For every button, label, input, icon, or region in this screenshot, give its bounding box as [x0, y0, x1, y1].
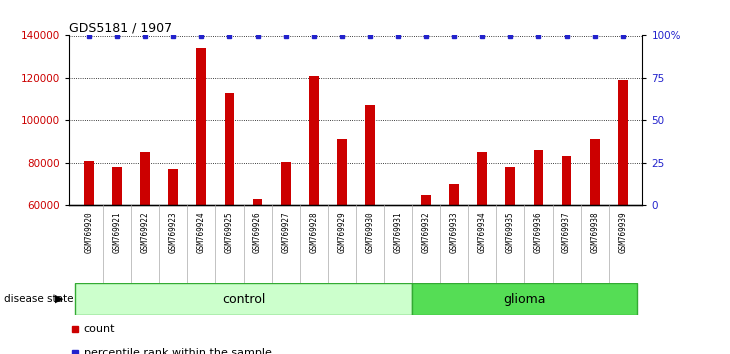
Text: GSM769939: GSM769939 — [618, 212, 627, 253]
Text: disease state: disease state — [4, 294, 73, 304]
Text: GSM769920: GSM769920 — [85, 212, 93, 253]
Text: GSM769932: GSM769932 — [422, 212, 431, 253]
Bar — [412, 283, 637, 315]
Bar — [590, 139, 599, 205]
Bar — [112, 167, 122, 205]
Bar — [365, 105, 374, 205]
Text: GSM769934: GSM769934 — [477, 212, 487, 253]
Bar — [477, 152, 487, 205]
Text: GSM769938: GSM769938 — [590, 212, 599, 253]
Bar — [196, 48, 207, 205]
Text: control: control — [222, 293, 265, 306]
Text: GSM769923: GSM769923 — [169, 212, 178, 253]
Text: glioma: glioma — [503, 293, 545, 306]
Bar — [505, 167, 515, 205]
Bar — [225, 93, 234, 205]
Bar — [561, 156, 572, 205]
Text: GSM769926: GSM769926 — [253, 212, 262, 253]
Bar — [421, 195, 431, 205]
Bar — [140, 152, 150, 205]
Text: GSM769937: GSM769937 — [562, 212, 571, 253]
Bar — [253, 199, 263, 205]
Text: GSM769921: GSM769921 — [112, 212, 122, 253]
Text: percentile rank within the sample: percentile rank within the sample — [84, 348, 272, 354]
Text: GSM769928: GSM769928 — [310, 212, 318, 253]
Text: GSM769936: GSM769936 — [534, 212, 543, 253]
Text: GSM769927: GSM769927 — [281, 212, 290, 253]
Text: GSM769924: GSM769924 — [197, 212, 206, 253]
Bar — [281, 162, 291, 205]
Bar — [309, 76, 319, 205]
Text: GSM769930: GSM769930 — [366, 212, 374, 253]
Text: GSM769929: GSM769929 — [337, 212, 346, 253]
Text: GSM769925: GSM769925 — [225, 212, 234, 253]
Bar — [169, 169, 178, 205]
Text: GSM769935: GSM769935 — [506, 212, 515, 253]
Text: ▶: ▶ — [55, 294, 64, 304]
Bar — [618, 80, 628, 205]
Text: GSM769922: GSM769922 — [141, 212, 150, 253]
Bar — [75, 283, 412, 315]
Text: GDS5181 / 1907: GDS5181 / 1907 — [69, 21, 172, 34]
Bar — [84, 161, 94, 205]
Text: GSM769933: GSM769933 — [450, 212, 458, 253]
Bar — [534, 150, 543, 205]
Bar — [337, 139, 347, 205]
Text: GSM769931: GSM769931 — [393, 212, 402, 253]
Bar — [449, 184, 459, 205]
Text: count: count — [84, 324, 115, 334]
